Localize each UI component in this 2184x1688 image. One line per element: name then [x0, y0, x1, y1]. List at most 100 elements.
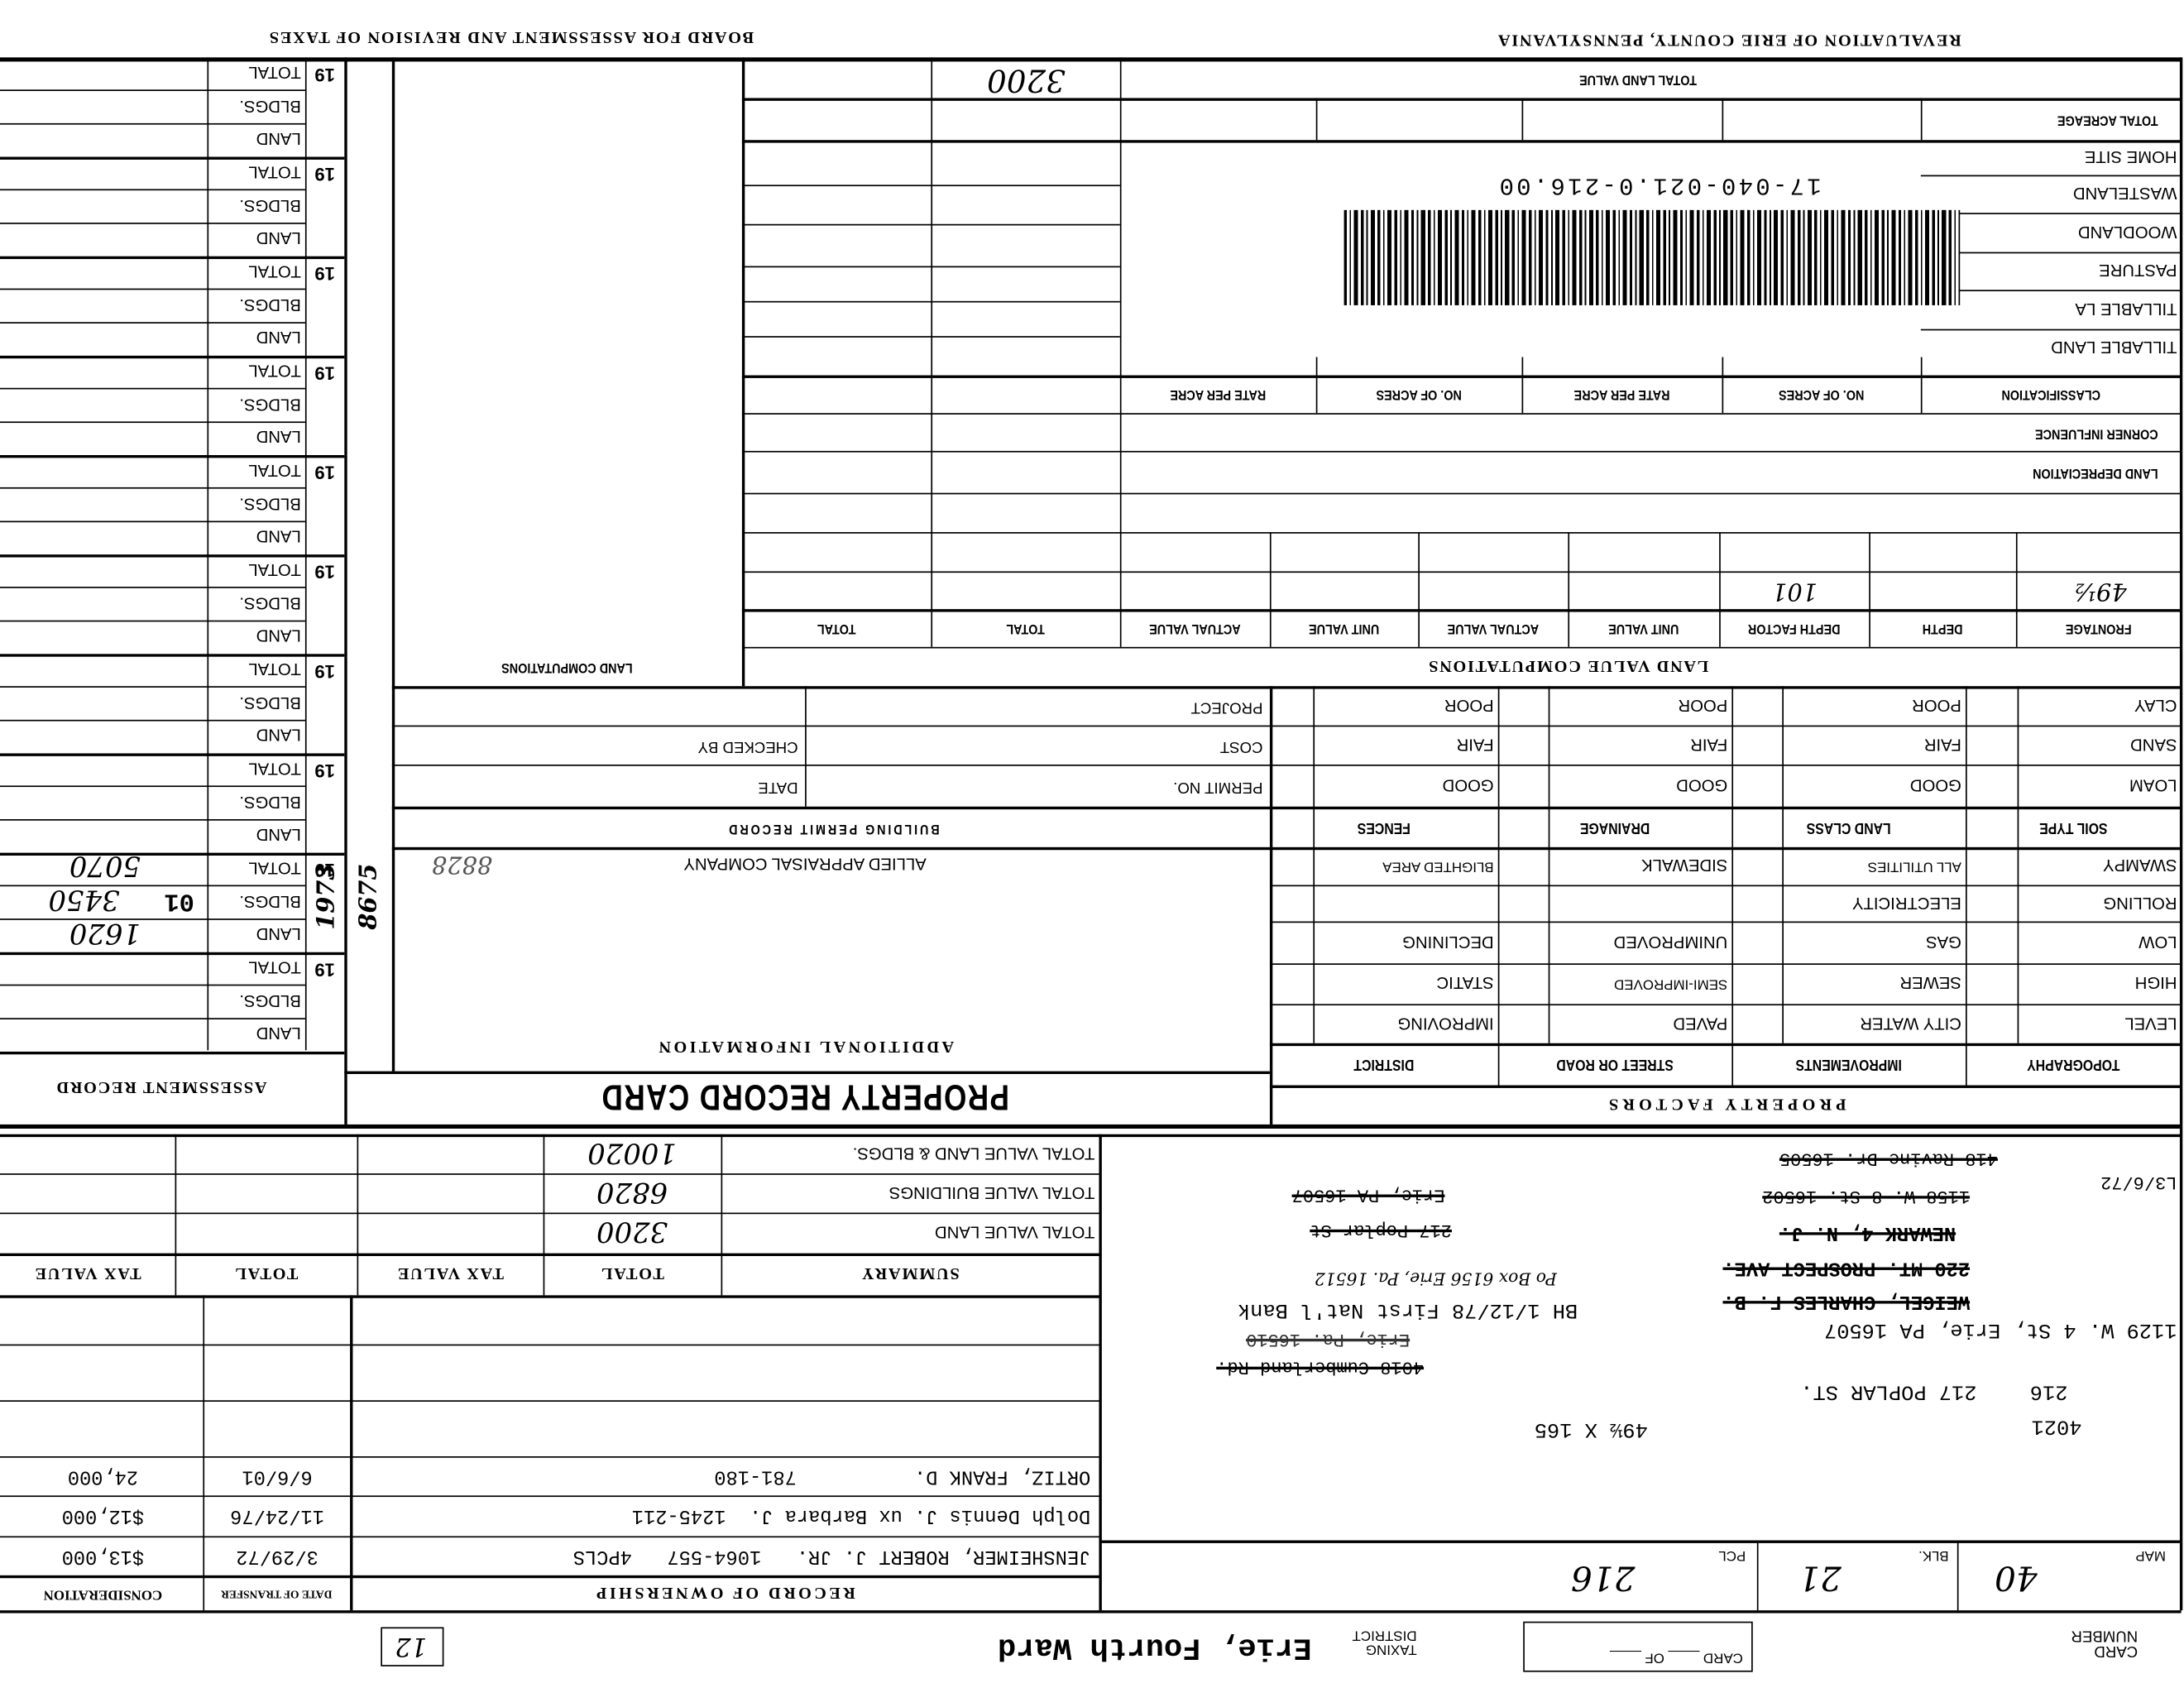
- building-permit-title: BUILDING PERMIT RECORD: [726, 820, 940, 837]
- rule-line: [0, 454, 345, 458]
- rule-line: [0, 1253, 1099, 1256]
- rule-line: [1269, 1043, 2182, 1047]
- county-title: REVALUATION OF ERIE COUNTY, PENNSYLVANIA: [1497, 31, 1961, 50]
- rule-line: [1099, 1134, 1102, 1611]
- rule-line: [1269, 1085, 2182, 1088]
- rule-line: [0, 785, 305, 788]
- rule-line: [0, 818, 305, 821]
- soil-cell: GOOD: [1442, 775, 1494, 796]
- rule-line: [0, 554, 345, 558]
- rule-line: [1521, 357, 1524, 414]
- date-label: DATE: [758, 778, 798, 796]
- rule-line: [741, 609, 2182, 612]
- topography-cell: ELECTRICITY: [1851, 893, 1961, 914]
- rule-line: [344, 57, 347, 1125]
- classification-label: HOME SITE: [2084, 147, 2177, 168]
- rule-line: [0, 156, 345, 160]
- rule-line: [0, 387, 305, 390]
- rule-line: [0, 122, 305, 125]
- rule-line: [1313, 686, 1315, 1043]
- classification-label: TILLABLE LAND: [2051, 338, 2177, 358]
- rule-line: [0, 852, 345, 856]
- rule-line: [741, 375, 2182, 378]
- rule-line: [741, 646, 2182, 649]
- date-of-transfer-header: DATE OF TRANSFER: [221, 1588, 333, 1601]
- rule-line: [1956, 1540, 1959, 1611]
- topography-cell: SIDEWALK: [1641, 856, 1728, 876]
- assessment-record-title: ASSESSMENT RECORD: [55, 1078, 267, 1098]
- assessment-row-label: TOTAL: [248, 461, 301, 482]
- rule-line: [1920, 175, 2182, 177]
- old-address: 418 Ravine Dr. 16505: [1779, 1149, 1998, 1170]
- assessment-row-label: TOTAL: [248, 560, 301, 581]
- computation-header: UNIT VALUE: [1308, 621, 1380, 637]
- assessment-row-label: TOTAL: [248, 63, 301, 84]
- rule-line: [0, 654, 345, 657]
- rule-line: [391, 806, 2182, 810]
- rule-line: [0, 587, 305, 588]
- rule-line: [741, 266, 1120, 268]
- rule-line: [2179, 57, 2183, 1611]
- rule-line: [1269, 1004, 2182, 1006]
- topography-cell: DECLINING: [1402, 933, 1494, 952]
- rule-line: [0, 952, 345, 956]
- board-title: BOARD FOR ASSESSMENT AND REVISION OF TAX…: [268, 27, 754, 48]
- acreage-header: CLASSIFICATION: [2001, 386, 2101, 403]
- summary-header: SUMMARY: [860, 1264, 960, 1284]
- card-title: PROPERTY RECORD CARD: [601, 1077, 1010, 1120]
- checked-by-label: CHECKED BY: [697, 737, 798, 755]
- rule-line: [391, 725, 2182, 727]
- total-land-value: 3200: [987, 61, 1066, 97]
- transfer-date: 3/29/72: [236, 1544, 318, 1567]
- rule-line: [0, 256, 345, 260]
- summary-header: TOTAL: [600, 1264, 664, 1284]
- assessment-row-label: LAND: [256, 726, 301, 746]
- lot-dimensions: 49½ X 165: [1534, 1417, 1648, 1442]
- soil-cell: GOOD: [1909, 775, 1961, 796]
- topography-cell: ROLLING: [2103, 893, 2177, 914]
- land-value-computations-title: LAND VALUE COMPUTATIONS: [1427, 656, 1709, 677]
- land-computations-title: LAND COMPUTATIONS: [501, 659, 633, 675]
- property-factors-title: PROPERTY FACTORS: [1604, 1095, 1846, 1115]
- rule-line: [0, 753, 345, 756]
- rule-line: [1568, 532, 1570, 647]
- owner-name: JENSHEIMER, ROBERT J. JR. 1064-557 4PCLS: [572, 1544, 1091, 1567]
- total-acreage-label: TOTAL ACREAGE: [2057, 113, 2158, 128]
- computation-header: ACTUAL VALUE: [1149, 621, 1241, 637]
- rule-line: [1920, 290, 2182, 291]
- topography-cell: UNIMPROVED: [1613, 933, 1728, 952]
- old-address: Erie, Pa. 16510: [1246, 1329, 1410, 1351]
- ownership-title: RECORD OF OWNERSHIP: [593, 1583, 855, 1604]
- rule-line: [1521, 98, 1524, 141]
- soil-cell: GOOD: [1676, 775, 1728, 796]
- rule-line: [0, 288, 305, 290]
- frontage-value: 49½: [2073, 577, 2127, 606]
- summary-header: TAX VALUE: [396, 1264, 504, 1284]
- rule-line: [0, 421, 305, 424]
- consideration: $13,000: [61, 1544, 145, 1567]
- rule-line: [2017, 686, 2019, 1043]
- rule-line: [741, 98, 2182, 101]
- year-prefix: 19: [314, 263, 335, 285]
- soil-cell: POOR: [1678, 696, 1728, 716]
- assessment-row-label: BLDGS.: [239, 991, 301, 1011]
- year-prefix: 19: [314, 65, 335, 87]
- current-address: 1129 W. 4 St, Erie, PA 16507: [1823, 1318, 2177, 1343]
- old-address: 4018 Cumberland Rd.: [1216, 1357, 1425, 1379]
- blk-label: BLK.: [1918, 1547, 1949, 1563]
- topography-cell: STATIC: [1436, 973, 1494, 994]
- card-number-label: CARD NUMBER: [2071, 1627, 2138, 1660]
- rule-line: [1719, 532, 1721, 647]
- soil-cell: FAIR: [1456, 735, 1494, 755]
- assessment-row-label: TOTAL: [248, 958, 301, 979]
- year-prefix: 19: [314, 960, 335, 981]
- rule-line: [1269, 963, 2182, 965]
- soil-cell: POOR: [1444, 696, 1494, 716]
- rule-line: [0, 719, 305, 722]
- parcel-barcode: [1343, 209, 1961, 305]
- classification-label: WASTELAND: [2072, 184, 2177, 204]
- card-of-label: CARD ____ OF ____: [1610, 1649, 1743, 1666]
- prior-street: 220 MT. PROSPECT AVE.: [1722, 1255, 1971, 1279]
- year-prefix: 19: [314, 760, 335, 783]
- computation-header: ACTUAL VALUE: [1447, 621, 1540, 637]
